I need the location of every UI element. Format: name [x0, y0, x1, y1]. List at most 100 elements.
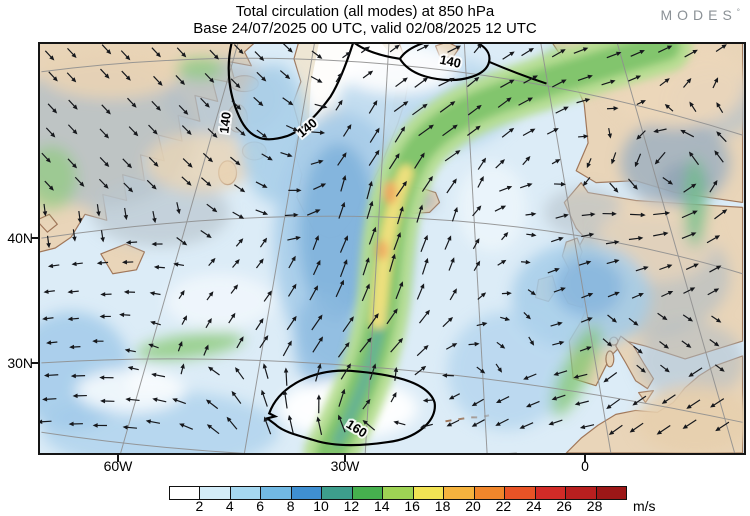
wind-arrow — [209, 49, 219, 60]
wind-arrow — [394, 126, 406, 143]
wind-arrow — [208, 257, 216, 267]
wind-arrow — [525, 400, 540, 408]
wind-arrow — [342, 124, 352, 137]
wind-arrow — [43, 373, 59, 378]
wind-arrow — [282, 340, 292, 357]
colorbar-tick-label: 26 — [556, 498, 572, 514]
wind-arrow — [100, 292, 112, 297]
wind-arrow — [316, 416, 323, 435]
colorbar-tick-label: 10 — [313, 498, 329, 514]
wind-arrow — [206, 291, 214, 301]
wind-arrow — [630, 49, 645, 57]
wind-arrow — [121, 70, 131, 81]
wind-arrow — [628, 317, 639, 326]
wind-arrow — [256, 129, 268, 138]
wind-arrow — [313, 183, 327, 191]
wind-arrow — [501, 291, 512, 296]
wind-arrow — [659, 341, 669, 349]
wind-arrow — [256, 71, 267, 82]
wind-arrow — [477, 292, 487, 300]
wind-arrow — [92, 338, 104, 344]
wind-arrow — [71, 261, 83, 267]
wind-arrow — [451, 206, 458, 222]
wind-arrow — [125, 240, 138, 245]
wind-arrow — [528, 336, 535, 346]
wind-arrow — [709, 339, 720, 347]
wind-arrow — [128, 126, 139, 137]
wind-arrow — [681, 340, 692, 348]
wind-arrow — [206, 203, 218, 213]
wind-arrow — [42, 316, 54, 321]
wind-arrow — [472, 205, 482, 217]
wind-arrow — [368, 149, 380, 166]
wind-arrow — [368, 100, 378, 114]
wind-arrow — [661, 394, 676, 404]
wind-arrow — [495, 363, 503, 373]
colorbar-cell — [383, 487, 414, 499]
jet-stream-band — [303, 44, 693, 453]
wind-arrow — [608, 424, 623, 435]
wind-arrow — [366, 200, 374, 219]
wind-arrow — [418, 124, 434, 137]
wind-arrow — [658, 45, 673, 53]
wind-arrow — [253, 96, 264, 107]
wind-arrow — [259, 237, 268, 248]
wind-arrow — [367, 313, 379, 329]
wind-arrow — [526, 232, 537, 238]
wind-arrow — [311, 314, 323, 331]
wind-arrow — [146, 179, 157, 190]
wind-arrow — [47, 103, 58, 114]
wind-arrow — [43, 289, 55, 294]
x-axis-label-0: 0 — [581, 458, 589, 474]
wind-arrow — [145, 419, 161, 424]
wind-arrow — [682, 419, 697, 429]
wind-arrow — [340, 175, 347, 192]
wind-arrow — [603, 372, 618, 383]
colorbar-cell — [230, 487, 262, 499]
wind-arrow — [553, 287, 566, 293]
wind-arrow — [255, 258, 264, 269]
wind-arrow — [551, 159, 561, 165]
wind-arrow — [342, 316, 354, 333]
wind-arrow — [439, 101, 456, 113]
wind-arrow — [77, 210, 83, 224]
wind-arrow — [521, 259, 531, 265]
wind-arrow — [581, 292, 594, 299]
wind-arrow — [312, 235, 319, 250]
wind-arrow — [653, 211, 671, 216]
wind-arrow — [180, 363, 185, 375]
contour-140-west — [227, 44, 354, 141]
wind-arrow — [207, 128, 218, 138]
wind-arrow — [522, 128, 536, 137]
wind-arrow — [311, 130, 326, 135]
wind-arrow — [467, 104, 482, 116]
wind-arrow — [681, 210, 698, 219]
contour-label-140-c: 140 — [438, 52, 462, 71]
wind-arrow — [577, 74, 593, 81]
wind-arrow — [579, 346, 592, 352]
wind-arrow — [255, 318, 264, 331]
wind-arrow — [175, 75, 185, 86]
wind-arrow — [607, 314, 617, 323]
wind-arrow — [178, 104, 189, 115]
x-axis-label-30w: 30W — [330, 458, 360, 474]
wind-arrow — [550, 321, 563, 327]
wind-arrow — [447, 45, 462, 53]
wind-arrow — [235, 126, 246, 137]
wind-arrow — [636, 130, 646, 140]
wind-arrow — [342, 51, 351, 59]
wind-arrow — [254, 51, 265, 61]
wind-arrow — [477, 157, 487, 170]
wind-arrow — [586, 158, 592, 169]
wind-arrow — [689, 101, 697, 112]
wind-arrow — [232, 259, 240, 268]
wind-arrow — [100, 230, 105, 243]
wind-arrow — [414, 77, 429, 88]
wind-arrow — [388, 153, 400, 170]
wind-arrow — [414, 365, 427, 376]
map-art: 140 140 140 160 — [40, 44, 744, 453]
wind-arrow — [686, 399, 701, 409]
wind-arrow — [418, 309, 430, 324]
x-axis-label-60w: 60W — [103, 458, 133, 474]
wind-arrow — [122, 425, 138, 430]
